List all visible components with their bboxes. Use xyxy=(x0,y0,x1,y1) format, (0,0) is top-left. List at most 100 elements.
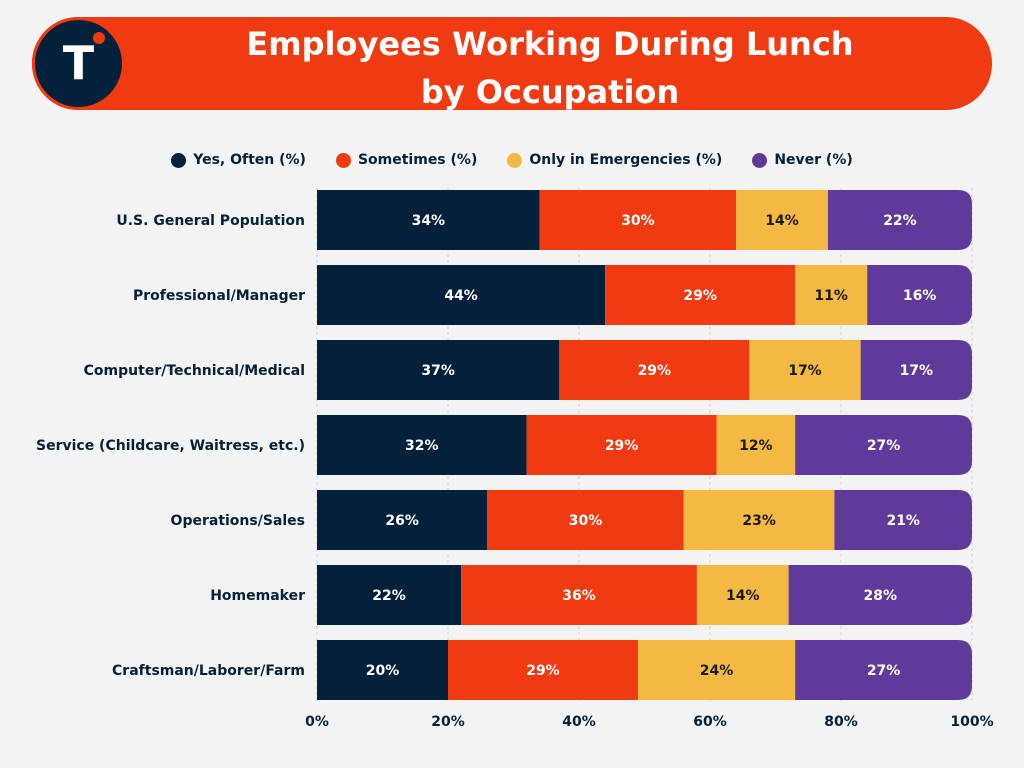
bar-homemaker-only-in-emergencies xyxy=(696,565,789,625)
bar-professional-manager-only-in-emergencies xyxy=(795,265,868,325)
bar-u-s-general-population-only-in-emergencies xyxy=(736,190,828,250)
category-label-operations-sales: Operations/Sales xyxy=(171,513,305,529)
bar-segments-craftsman-laborer-farm xyxy=(317,640,972,700)
bar-u-s-general-population-never xyxy=(827,190,972,250)
data-label-operations-sales-sometimes: 30% xyxy=(569,513,603,529)
bar-craftsman-laborer-farm-sometimes xyxy=(448,640,638,700)
bar-operations-sales-never xyxy=(834,490,972,550)
legend-swatch-sometimes xyxy=(335,152,351,168)
bar-service-childcare-waitress-etc-sometimes xyxy=(526,415,717,475)
bar-row-computer-technical-medical: 37% 29% 17% 17% Computer/Technical/Medical xyxy=(84,340,972,400)
data-label-computer-technical-medical-sometimes: 29% xyxy=(638,363,672,379)
data-label-operations-sales-only-in-emergencies: 23% xyxy=(742,513,776,529)
data-label-service-childcare-waitress-etc-yes-often: 32% xyxy=(405,438,439,454)
data-label-u-s-general-population-only-in-emergencies: 14% xyxy=(765,213,799,229)
bar-craftsman-laborer-farm-never xyxy=(795,640,972,700)
legend-label-emergencies: Only in Emergencies (%) xyxy=(529,152,723,168)
data-label-u-s-general-population-sometimes: 30% xyxy=(621,213,655,229)
bar-operations-sales-sometimes xyxy=(487,490,684,550)
chart-title-line-2: by Occupation xyxy=(420,73,680,111)
x-tick-label-20: 20% xyxy=(431,714,465,730)
bar-row-professional-manager: 44% 29% 11% 16% Professional/Manager xyxy=(133,265,972,325)
bar-computer-technical-medical-only-in-emergencies xyxy=(749,340,861,400)
data-label-craftsman-laborer-farm-never: 27% xyxy=(867,663,901,679)
data-label-computer-technical-medical-only-in-emergencies: 17% xyxy=(788,363,822,379)
data-label-professional-manager-never: 16% xyxy=(903,288,937,304)
legend-swatch-emergencies xyxy=(507,152,523,168)
bar-service-childcare-waitress-etc-never xyxy=(795,415,972,475)
bar-row-homemaker: 22% 36% 14% 28% Homemaker xyxy=(210,565,972,625)
bar-computer-technical-medical-sometimes xyxy=(559,340,750,400)
bar-craftsman-laborer-farm-only-in-emergencies xyxy=(637,640,796,700)
bar-row-u-s-general-population: 34% 30% 14% 22% U.S. General Population xyxy=(116,190,972,250)
legend-label-sometimes: Sometimes (%) xyxy=(357,152,478,168)
data-label-craftsman-laborer-farm-yes-often: 20% xyxy=(366,663,400,679)
chart-title-line-1: Employees Working During Lunch xyxy=(246,25,854,63)
data-label-service-childcare-waitress-etc-sometimes: 29% xyxy=(605,438,639,454)
legend-item-emergencies: Only in Emergencies (%) xyxy=(507,152,722,168)
data-label-computer-technical-medical-never: 17% xyxy=(900,363,934,379)
x-tick-label-40: 40% xyxy=(562,714,596,730)
data-label-operations-sales-yes-often: 26% xyxy=(385,513,419,529)
bar-segments-professional-manager xyxy=(317,265,972,325)
legend-item-sometimes: Sometimes (%) xyxy=(335,152,478,168)
bar-row-service-childcare-waitress-etc: 32% 29% 12% 27% Service (Childcare, Waitress… xyxy=(36,415,972,475)
bar-operations-sales-yes-often xyxy=(317,490,488,550)
x-axis-ticks: 0% 20% 40% 60% 80% 100% xyxy=(305,714,994,730)
bar-homemaker-yes-often xyxy=(317,565,462,625)
brand-logo-icon: T xyxy=(32,17,125,110)
data-label-professional-manager-only-in-emergencies: 11% xyxy=(814,288,848,304)
chart-title: Employees Working During Lunch by Occupa… xyxy=(140,20,960,116)
bar-computer-technical-medical-never xyxy=(860,340,972,400)
title-banner xyxy=(32,17,992,110)
x-tick-label-60: 60% xyxy=(693,714,727,730)
category-label-computer-technical-medical: Computer/Technical/Medical xyxy=(84,363,305,379)
bar-homemaker-sometimes xyxy=(461,565,697,625)
bar-row-craftsman-laborer-farm: 20% 29% 24% 27% Craftsman/Laborer/Farm xyxy=(112,640,972,700)
category-label-craftsman-laborer-farm: Craftsman/Laborer/Farm xyxy=(112,663,305,679)
x-tick-label-0: 0% xyxy=(305,714,329,730)
category-label-u-s-general-population: U.S. General Population xyxy=(116,213,305,229)
chart-legend: Yes, Often (%) Sometimes (%) Only in Eme… xyxy=(0,148,1024,172)
data-label-service-childcare-waitress-etc-never: 27% xyxy=(867,438,901,454)
data-label-craftsman-laborer-farm-only-in-emergencies: 24% xyxy=(700,663,734,679)
bar-service-childcare-waitress-etc-yes-often xyxy=(317,415,527,475)
x-tick-label-100: 100% xyxy=(950,714,993,730)
bar-u-s-general-population-sometimes xyxy=(539,190,737,250)
bar-computer-technical-medical-yes-often xyxy=(317,340,560,400)
bar-segments-operations-sales xyxy=(317,490,972,550)
bar-service-childcare-waitress-etc-only-in-emergencies xyxy=(716,415,796,475)
data-label-professional-manager-sometimes: 29% xyxy=(683,288,717,304)
legend-label-never: Never (%) xyxy=(774,152,853,168)
bar-craftsman-laborer-farm-yes-often xyxy=(317,640,448,700)
bar-professional-manager-sometimes xyxy=(605,265,796,325)
bar-u-s-general-population-yes-often xyxy=(317,190,540,250)
data-label-homemaker-sometimes: 36% xyxy=(562,588,596,604)
bar-professional-manager-yes-often xyxy=(317,265,606,325)
data-label-homemaker-only-in-emergencies: 14% xyxy=(726,588,760,604)
bar-segments-service-childcare-waitress-etc xyxy=(317,415,972,475)
bar-homemaker-never xyxy=(788,565,972,625)
data-label-craftsman-laborer-farm-sometimes: 29% xyxy=(526,663,560,679)
data-label-homemaker-yes-often: 22% xyxy=(372,588,406,604)
legend-swatch-never xyxy=(752,152,768,168)
category-label-service-childcare-waitress-etc: Service (Childcare, Waitress, etc.) xyxy=(36,438,305,454)
logo-dot xyxy=(93,32,105,44)
x-tick-label-80: 80% xyxy=(824,714,858,730)
bar-segments-computer-technical-medical xyxy=(317,340,972,400)
data-label-professional-manager-yes-often: 44% xyxy=(444,288,478,304)
category-label-homemaker: Homemaker xyxy=(210,588,305,604)
data-label-u-s-general-population-yes-often: 34% xyxy=(412,213,446,229)
data-label-operations-sales-never: 21% xyxy=(886,513,920,529)
legend-item-often: Yes, Often (%) xyxy=(171,152,306,168)
legend-swatch-often xyxy=(171,152,187,168)
bar-segments-u-s-general-population xyxy=(317,190,972,250)
legend-item-never: Never (%) xyxy=(752,152,853,168)
bar-professional-manager-never xyxy=(867,265,972,325)
data-label-u-s-general-population-never: 22% xyxy=(883,213,917,229)
logo-letter: T xyxy=(62,36,95,90)
legend-label-often: Yes, Often (%) xyxy=(193,152,306,168)
bar-row-operations-sales: 26% 30% 23% 21% Operations/Sales xyxy=(171,490,972,550)
category-label-professional-manager: Professional/Manager xyxy=(133,288,305,304)
